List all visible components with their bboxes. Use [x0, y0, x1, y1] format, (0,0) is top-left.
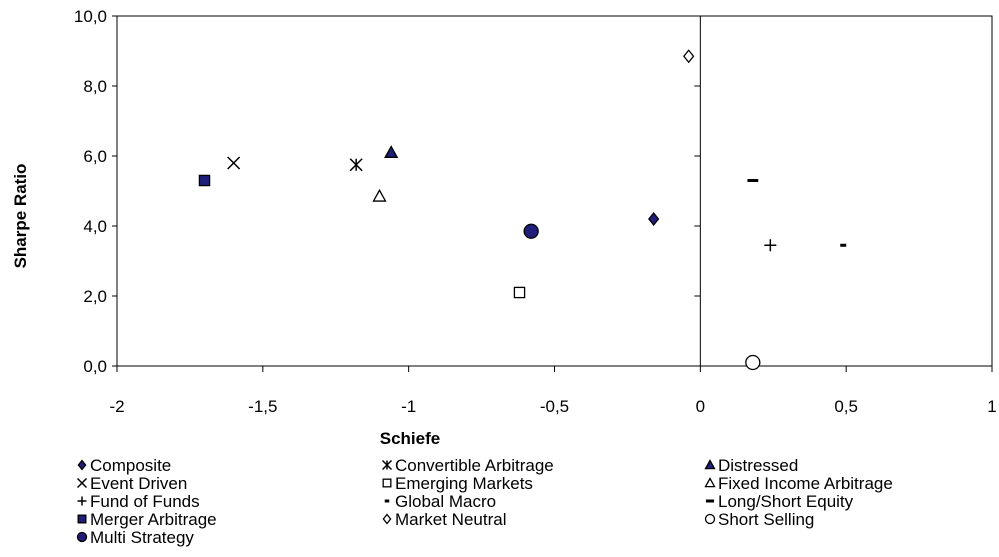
x-tick-label: 1	[987, 397, 996, 416]
data-point	[227, 156, 241, 170]
legend-label: Global Macro	[395, 492, 496, 511]
x-tick-label: -2	[109, 397, 124, 416]
x-tick-label: -0,5	[540, 397, 569, 416]
data-point	[372, 188, 387, 202]
legend-label: Fund of Funds	[90, 492, 200, 511]
legend-item: Long/Short Equity	[705, 492, 854, 511]
data-point	[747, 179, 759, 182]
legend-item: Global Macro	[384, 492, 496, 511]
legend-label: Short Selling	[718, 510, 814, 529]
legend-label: Convertible Arbitrage	[395, 456, 554, 475]
legend-marker	[704, 459, 716, 470]
data-point	[198, 174, 211, 187]
y-tick-label: 10,0	[74, 7, 107, 26]
y-tick-label: 2,0	[83, 287, 107, 306]
data-point	[523, 223, 539, 239]
legend: Composite Convertible Arbitrage Distressed…	[76, 456, 893, 547]
data-point	[349, 158, 363, 172]
legend-label: Fixed Income Arbitrage	[718, 474, 893, 493]
data-point	[513, 286, 526, 299]
legend-item: Event Driven	[76, 474, 187, 493]
y-tick-label: 0,0	[83, 357, 107, 376]
legend-marker	[77, 496, 87, 506]
legend-marker	[704, 477, 716, 488]
legend-marker	[77, 514, 87, 524]
plot-frame	[116, 15, 993, 367]
y-tick-label: 4,0	[83, 217, 107, 236]
legend-item: Multi Strategy	[76, 528, 194, 547]
legend-item: Fixed Income Arbitrage	[704, 474, 893, 493]
legend-label: Composite	[90, 456, 171, 475]
x-axis-title: Schiefe	[380, 429, 440, 448]
legend-marker	[76, 531, 88, 543]
x-tick-label: 0,5	[834, 397, 858, 416]
legend-item: Composite	[77, 456, 171, 475]
legend-marker	[382, 513, 392, 525]
legend-marker	[77, 459, 87, 471]
legend-marker	[704, 513, 716, 525]
legend-label: Emerging Markets	[395, 474, 533, 493]
data-point	[764, 239, 777, 252]
data-point	[648, 211, 660, 227]
legend-item: Market Neutral	[382, 510, 506, 529]
data-point	[683, 49, 695, 64]
legend-item: Merger Arbitrage	[77, 510, 217, 529]
y-tick-label: 6,0	[83, 147, 107, 166]
legend-item: Convertible Arbitrage	[381, 456, 554, 475]
axes: 0,0 2,0 4,0 6,0 8,0 10,0 -2 -1,5 -1 -0,5 0 0,5 1	[74, 7, 997, 416]
legend-label: Event Driven	[90, 474, 187, 493]
legend-marker	[382, 478, 392, 488]
data-points	[198, 49, 847, 371]
y-tick-label: 8,0	[83, 77, 107, 96]
x-tick-label: -1	[401, 397, 416, 416]
legend-label: Market Neutral	[395, 510, 506, 529]
legend-label: Multi Strategy	[90, 528, 194, 547]
data-point	[384, 145, 399, 158]
legend-item: Short Selling	[704, 510, 814, 529]
x-tick-label: -1,5	[248, 397, 277, 416]
legend-marker	[384, 499, 390, 503]
legend-label: Distressed	[718, 456, 798, 475]
legend-label: Long/Short Equity	[718, 492, 854, 511]
legend-item: Fund of Funds	[77, 492, 200, 511]
legend-label: Merger Arbitrage	[90, 510, 217, 529]
legend-marker	[705, 499, 715, 503]
x-tick-label: 0	[696, 397, 705, 416]
legend-marker	[381, 459, 393, 471]
data-point	[745, 354, 761, 371]
y-axis-title: Sharpe Ratio	[11, 164, 30, 269]
legend-marker	[76, 477, 88, 489]
data-point	[840, 243, 847, 247]
legend-item: Distressed	[704, 456, 798, 475]
legend-item: Emerging Markets	[382, 474, 533, 493]
